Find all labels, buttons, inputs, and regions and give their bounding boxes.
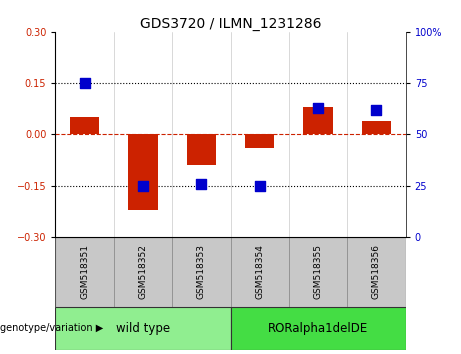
- Text: GSM518354: GSM518354: [255, 244, 264, 299]
- Text: GSM518355: GSM518355: [313, 244, 323, 299]
- Text: RORalpha1delDE: RORalpha1delDE: [268, 322, 368, 335]
- Bar: [289, 237, 347, 307]
- Bar: [245, 135, 274, 148]
- Point: [256, 183, 263, 188]
- Bar: [230, 237, 289, 307]
- Text: GSM518352: GSM518352: [138, 244, 148, 299]
- Bar: [55, 307, 230, 350]
- Text: genotype/variation ▶: genotype/variation ▶: [0, 324, 104, 333]
- Bar: [187, 135, 216, 165]
- Bar: [303, 107, 333, 135]
- Text: GSM518351: GSM518351: [80, 244, 89, 299]
- Point: [373, 107, 380, 113]
- Point: [81, 80, 88, 86]
- Text: GSM518356: GSM518356: [372, 244, 381, 299]
- Text: wild type: wild type: [116, 322, 170, 335]
- Bar: [347, 237, 406, 307]
- Bar: [70, 117, 99, 135]
- Bar: [55, 237, 114, 307]
- Bar: [172, 237, 230, 307]
- Title: GDS3720 / ILMN_1231286: GDS3720 / ILMN_1231286: [140, 17, 321, 31]
- Bar: [230, 307, 406, 350]
- Bar: [128, 135, 158, 210]
- Point: [314, 105, 322, 110]
- Point: [139, 183, 147, 188]
- Bar: [362, 121, 391, 135]
- Text: GSM518353: GSM518353: [197, 244, 206, 299]
- Point: [198, 181, 205, 187]
- Bar: [114, 237, 172, 307]
